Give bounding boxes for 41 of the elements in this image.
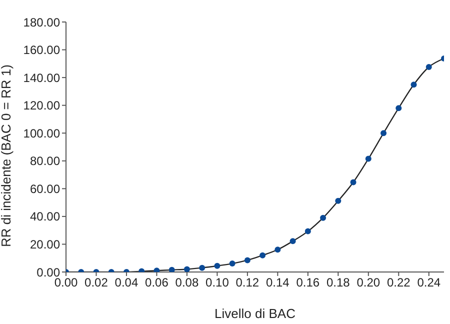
y-tick-label: 100.00 (23, 126, 60, 140)
x-axis-title: Livello di BAC (214, 306, 296, 321)
x-tick-label: 0.10 (206, 276, 230, 290)
y-tick-label: 60.00 (30, 182, 60, 196)
y-tick-label: 40.00 (30, 210, 60, 224)
point (304, 228, 311, 234)
x-tick-label: 0.18 (326, 276, 350, 290)
x-tick-label: 0.04 (114, 276, 138, 290)
point (396, 105, 402, 112)
point (335, 198, 342, 204)
point (184, 266, 190, 272)
point (168, 266, 175, 272)
y-axis-title: RR di incidente (BAC 0 = RR 1) (0, 64, 14, 247)
x-tick-label: 0.06 (145, 276, 169, 290)
x-tick-label: 0.24 (417, 276, 441, 290)
point (320, 214, 326, 221)
x-tick-label: 0.08 (175, 276, 199, 290)
point (214, 262, 220, 269)
point (229, 260, 236, 267)
point (244, 257, 250, 264)
point (410, 82, 417, 88)
point (274, 246, 281, 253)
x-tick-label: 0.16 (296, 276, 320, 290)
point (426, 64, 432, 70)
x-tick-label: 0.22 (386, 276, 411, 290)
y-tick-label: 140.00 (23, 70, 60, 85)
x-tick-label: 0.02 (84, 276, 108, 290)
x-tick-label: 0.14 (266, 276, 290, 290)
y-tick-label: 80.00 (30, 154, 60, 168)
x-tick-label: 0.20 (356, 276, 380, 290)
x-tick-label: 0.12 (236, 276, 260, 290)
point (199, 264, 206, 271)
y-tick-label: 180.00 (23, 15, 60, 30)
y-tick-label: 20.00 (30, 237, 60, 252)
point (350, 179, 356, 186)
point (380, 130, 387, 136)
y-tick-label: 120.00 (23, 98, 60, 113)
point (290, 238, 296, 244)
point (365, 156, 372, 162)
y-tick-label: 160.00 (23, 43, 60, 58)
point (260, 252, 266, 258)
